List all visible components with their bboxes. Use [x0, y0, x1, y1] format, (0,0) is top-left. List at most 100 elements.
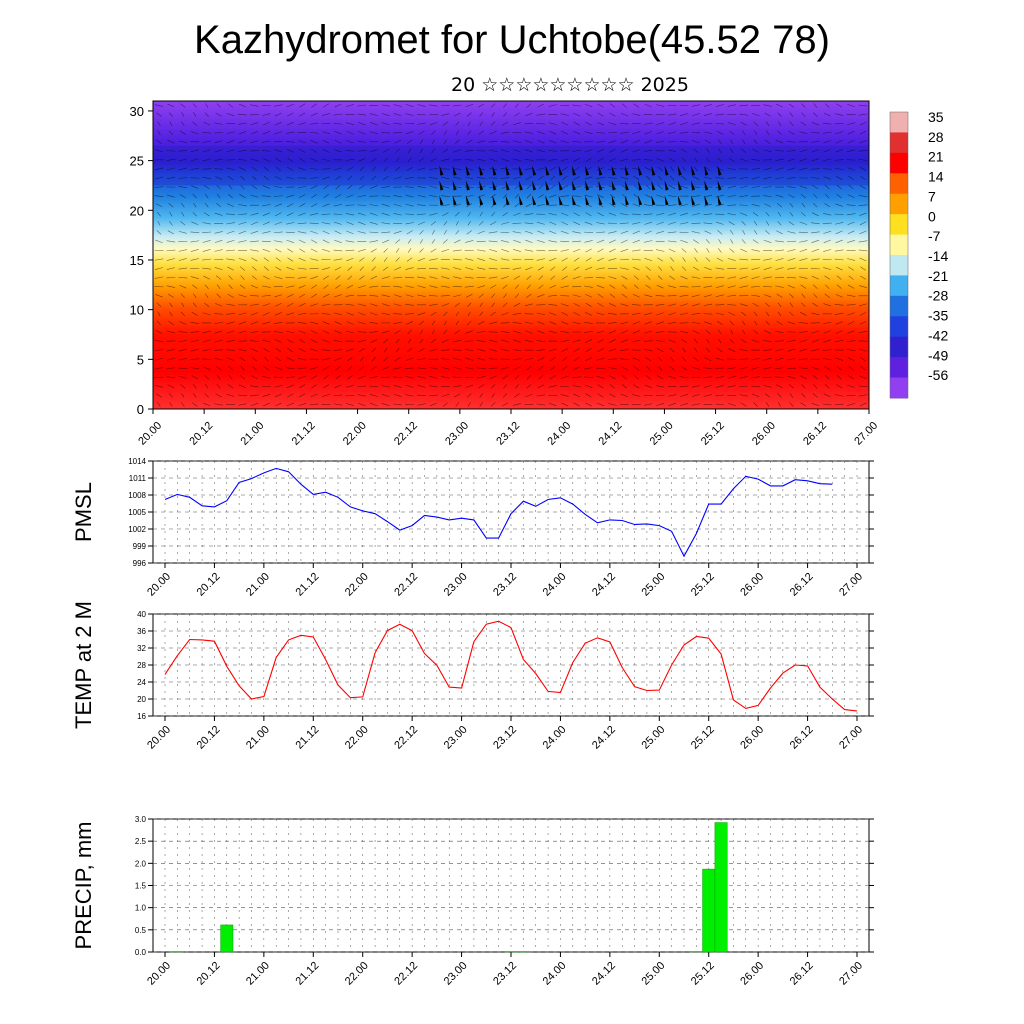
colorbar-swatch — [890, 295, 908, 317]
pmsl-x-tick-label: 23.12 — [491, 571, 519, 599]
precip-x-tick-label: 21.00 — [244, 960, 272, 988]
precip-y-tick-label: 3.0 — [135, 815, 147, 824]
warm-region — [357, 341, 436, 409]
pmsl-x-tick-label: 22.00 — [343, 571, 371, 599]
heatmap-y-tick-label: 10 — [130, 303, 144, 318]
temp-y-tick-label: 36 — [137, 627, 146, 636]
colorbar-label: -35 — [928, 308, 948, 324]
pmsl-y-tick-label: 999 — [133, 542, 147, 551]
pmsl-x-tick-label: 21.00 — [244, 571, 272, 599]
pmsl-x-tick-label: 25.12 — [689, 571, 717, 599]
precip-y-tick-label: 2.0 — [135, 859, 147, 868]
temp-x-tick-label: 26.12 — [788, 724, 816, 752]
pmsl-y-tick-label: 1011 — [129, 474, 147, 483]
colorbar-swatch — [890, 234, 908, 256]
heatmap-x-tick-label: 20.00 — [136, 420, 164, 448]
pmsl-y-tick-label: 1014 — [128, 457, 146, 466]
colorbar-swatch — [890, 173, 908, 195]
precip-x-tick-label: 22.00 — [343, 960, 371, 988]
chart-subtitle: 20 ☆☆☆☆☆☆☆☆☆ 2025 — [451, 74, 689, 96]
heatmap-x-tick-label: 21.00 — [239, 420, 267, 448]
heatmap-x-tick-label: 25.12 — [699, 420, 727, 448]
heatmap-y-tick-label: 25 — [130, 154, 144, 169]
pmsl-y-axis-label: PMSL — [71, 482, 96, 542]
temp-x-tick-label: 23.12 — [491, 724, 519, 752]
precip-y-tick-label: 1.0 — [135, 904, 147, 913]
heatmap-x-tick-label: 25.00 — [648, 420, 676, 448]
temp-x-tick-label: 24.00 — [541, 724, 569, 752]
temp-x-tick-label: 27.00 — [837, 724, 865, 752]
precip-y-tick-label: 0.0 — [135, 948, 147, 957]
heatmap-x-tick-label: 22.12 — [392, 420, 420, 448]
pmsl-x-tick-label: 20.12 — [195, 571, 223, 599]
warm-region — [457, 341, 537, 409]
pmsl-x-tick-label: 26.12 — [788, 571, 816, 599]
pmsl-x-tick-label: 22.12 — [392, 571, 420, 599]
wind-pennants — [439, 165, 722, 206]
colorbar-swatch — [890, 255, 908, 276]
temp-series-line — [164, 620, 858, 712]
colorbar-frame — [889, 111, 909, 399]
heatmap-x-tick-label: 22.00 — [341, 420, 369, 448]
temp-y-tick-label: 16 — [137, 712, 146, 721]
temp-x-tick-label: 21.00 — [244, 724, 272, 752]
heatmap-x-tick-label: 24.12 — [597, 420, 625, 448]
colorbar-label: 0 — [928, 208, 936, 224]
precip-x-tick-label: 27.00 — [837, 960, 865, 988]
temp-y-tick-label: 32 — [137, 644, 146, 653]
warm-region — [557, 341, 637, 409]
temp-x-tick-label: 22.12 — [392, 724, 420, 752]
pmsl-panel: 996 999 1002 1005 1008 1011 1014 20.00 20.12 21.0… — [71, 457, 874, 599]
pmsl-x-tick-label: 25.00 — [639, 571, 667, 599]
heatmap-x-tick-label: 23.12 — [494, 420, 522, 448]
pmsl-y-tick-label: 996 — [133, 559, 147, 568]
colorbar-label: -28 — [928, 288, 948, 304]
precip-bar — [220, 924, 234, 953]
precip-x-tick-label: 23.12 — [491, 960, 519, 988]
temp-y-tick-label: 28 — [137, 661, 146, 670]
chart-title: Kazhydromet for Uchtobe(45.52 78) — [194, 18, 830, 62]
colorbar-swatch — [890, 112, 908, 133]
colorbar-swatch — [890, 357, 908, 379]
heatmap-x-tick-label: 27.00 — [852, 420, 880, 448]
colorbar-swatch — [890, 336, 908, 358]
colorbar-label: -21 — [928, 268, 948, 284]
temp-x-tick-label: 25.12 — [689, 724, 717, 752]
precip-x-tick-label: 25.12 — [689, 960, 717, 988]
warm-region — [664, 341, 744, 409]
colorbar-label: 7 — [928, 188, 936, 204]
precip-x-tick-label: 26.00 — [738, 960, 766, 988]
temp-x-tick-label: 24.12 — [590, 724, 618, 752]
colorbar-swatch — [890, 275, 908, 297]
precip-y-tick-label: 0.5 — [135, 926, 147, 935]
precip-x-tick-label: 20.12 — [195, 960, 223, 988]
heatmap-x-tick-label: 23.00 — [443, 420, 471, 448]
pmsl-x-tick-label: 23.00 — [442, 571, 470, 599]
heatmap-y-tick-label: 20 — [130, 203, 144, 218]
heatmap-x-tick-label: 26.00 — [750, 420, 778, 448]
heatmap-x-tick-label: 24.00 — [545, 420, 573, 448]
colorbar: 35 28 21 14 7 0 -7 -14 -21 -28 -35 -42 -49 -56 — [889, 109, 948, 399]
precip-x-tick-label: 23.00 — [442, 960, 470, 988]
precip-x-tick-label: 21.12 — [293, 960, 321, 988]
precip-x-tick-label: 20.00 — [145, 960, 173, 988]
colorbar-label: -49 — [928, 347, 948, 363]
pmsl-y-tick-label: 1005 — [128, 508, 146, 517]
temp-x-tick-label: 20.12 — [195, 724, 223, 752]
colorbar-swatch — [890, 152, 908, 174]
temp-x-tick-label: 26.00 — [738, 724, 766, 752]
precip-y-tick-label: 1.5 — [135, 882, 147, 891]
heatmap-y-tick-label: 5 — [137, 352, 144, 367]
pmsl-y-tick-label: 1008 — [128, 491, 146, 500]
pmsl-x-tick-label: 26.00 — [738, 571, 766, 599]
temp-y-tick-label: 40 — [137, 610, 146, 619]
colorbar-label: -7 — [928, 228, 941, 244]
precip-bar — [702, 868, 716, 953]
colorbar-label: -56 — [928, 367, 948, 383]
colorbar-label: 28 — [928, 129, 944, 145]
cold-band — [153, 145, 869, 186]
temp-x-tick-label: 23.00 — [442, 724, 470, 752]
heatmap-field — [153, 101, 869, 409]
colorbar-swatch — [890, 132, 908, 154]
